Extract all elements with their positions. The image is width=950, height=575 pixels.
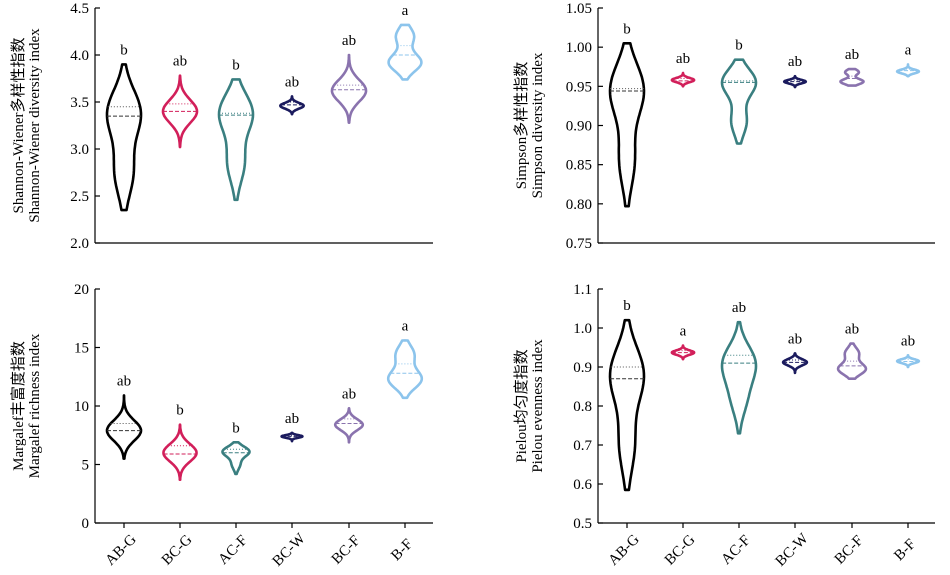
y-tick-label: 1.00 bbox=[566, 40, 592, 56]
violin-AB-G bbox=[105, 394, 143, 460]
x-tick-label: BC-G bbox=[159, 532, 196, 569]
significance-label: ab bbox=[285, 411, 299, 427]
y-tick-label: 4.0 bbox=[70, 48, 89, 64]
panel-margalef: 0 5 10 15 20 Margalef丰富度指数 Margalef richness i… bbox=[9, 282, 433, 570]
y-tick-label: 3.5 bbox=[70, 95, 89, 111]
y-tick-label: 0.95 bbox=[566, 79, 592, 95]
y-axis-label-en: Shannon-Wiener diversity index bbox=[27, 28, 43, 223]
significance-label: ab bbox=[732, 300, 746, 316]
significance-label: ab bbox=[788, 54, 802, 70]
violin-AC-F bbox=[221, 440, 251, 476]
significance-label: b bbox=[232, 57, 240, 73]
violin-BC-G bbox=[670, 344, 696, 361]
violin-BC-G bbox=[162, 423, 198, 482]
significance-label: ab bbox=[845, 322, 859, 338]
significance-label: ab bbox=[788, 331, 802, 347]
violin-AB-G bbox=[608, 318, 646, 492]
significance-label: a bbox=[402, 3, 409, 19]
y-tick-label: 5 bbox=[82, 458, 90, 474]
significance-label: ab bbox=[285, 74, 299, 90]
significance-label: ab bbox=[676, 51, 690, 67]
violin-BC-W bbox=[782, 74, 808, 89]
x-tick-label: B-F bbox=[891, 536, 919, 564]
x-tick-label: BC-G bbox=[662, 532, 699, 569]
violin-BC-G bbox=[161, 74, 199, 149]
significance-label: ab bbox=[342, 386, 356, 402]
y-tick-label: 0.9 bbox=[573, 360, 592, 376]
violin-AC-F bbox=[720, 320, 758, 435]
y-tick-label: 2.0 bbox=[70, 236, 89, 252]
violin-AB-G bbox=[608, 41, 646, 208]
significance-label: a bbox=[402, 318, 409, 334]
y-tick-label: 0.80 bbox=[566, 197, 592, 213]
y-tick-label: 15 bbox=[74, 341, 89, 357]
y-tick-label: 20 bbox=[74, 282, 89, 298]
x-tick-label: AB-G bbox=[606, 531, 643, 568]
y-tick-label: 0 bbox=[82, 516, 90, 532]
y-axis-label-en: Simpson diversity index bbox=[530, 52, 546, 198]
x-tick-label: BC-F bbox=[832, 533, 867, 568]
y-tick-label: 0.6 bbox=[573, 477, 592, 493]
violin-BC-W bbox=[781, 352, 809, 375]
panel-shannon: 2.0 2.5 3.0 3.5 4.0 4.5 Shannon-Wiener多样性指数 Sha… bbox=[10, 1, 433, 252]
significance-label: b bbox=[176, 403, 184, 419]
violin-B-F bbox=[895, 63, 921, 78]
y-tick-label: 0.85 bbox=[566, 158, 592, 174]
violin-B-F bbox=[386, 339, 424, 400]
x-tick-label: AC-F bbox=[215, 532, 250, 567]
y-tick-label: 4.5 bbox=[70, 1, 89, 17]
violin-BC-F bbox=[330, 53, 368, 124]
y-tick-label: 3.0 bbox=[70, 142, 89, 158]
significance-label: ab bbox=[117, 373, 131, 389]
violin-B-F bbox=[895, 354, 921, 369]
significance-label: a bbox=[680, 324, 687, 340]
significance-label: ab bbox=[845, 47, 859, 63]
violin-BC-W bbox=[279, 95, 305, 116]
significance-label: ab bbox=[901, 333, 915, 349]
x-tick-label: BC-W bbox=[270, 530, 310, 570]
significance-label: b bbox=[623, 21, 631, 37]
violin-BC-F bbox=[333, 407, 365, 444]
violin-AB-G bbox=[105, 63, 143, 212]
significance-label: b bbox=[232, 420, 240, 436]
x-tick-label: AB-G bbox=[103, 531, 140, 568]
y-tick-label: 0.7 bbox=[573, 438, 592, 454]
y-tick-label: 10 bbox=[74, 399, 89, 415]
significance-label: ab bbox=[342, 33, 356, 49]
y-axis-label-en: Pielou evenness index bbox=[530, 339, 546, 473]
x-tick-label: B-F bbox=[388, 536, 416, 564]
y-tick-label: 1.0 bbox=[573, 321, 592, 337]
significance-label: b bbox=[735, 38, 743, 54]
violin-BC-W bbox=[280, 431, 304, 443]
violin-BC-G bbox=[670, 71, 696, 88]
x-tick-label: BC-W bbox=[773, 530, 813, 570]
violin-B-F bbox=[387, 23, 423, 81]
significance-label: b bbox=[623, 298, 631, 314]
violin-BC-F bbox=[839, 67, 865, 87]
y-axis-label-cn: Shannon-Wiener多样性指数 bbox=[10, 37, 27, 213]
violin-AC-F bbox=[217, 78, 255, 202]
significance-label: a bbox=[905, 42, 912, 58]
violin-BC-F bbox=[836, 342, 868, 380]
panel-pielou: 0.5 0.6 0.7 0.8 0.9 1.0 1.1 Pielou均匀度指数 Pielou e… bbox=[513, 282, 935, 570]
y-axis-label-cn: Margalef丰富度指数 bbox=[9, 341, 27, 471]
y-tick-label: 0.8 bbox=[573, 399, 592, 415]
significance-label: b bbox=[120, 42, 128, 58]
violin-AC-F bbox=[720, 58, 758, 145]
y-axis-label-cn: Simpson多样性指数 bbox=[513, 62, 530, 190]
significance-label: ab bbox=[173, 54, 187, 70]
x-tick-label: BC-F bbox=[329, 533, 364, 568]
y-tick-label: 2.5 bbox=[70, 189, 89, 205]
y-tick-label: 0.90 bbox=[566, 119, 592, 135]
y-axis-label-en: Margalef richness index bbox=[27, 333, 43, 478]
y-tick-label: 1.1 bbox=[573, 282, 592, 298]
y-tick-label: 1.05 bbox=[566, 1, 592, 17]
y-tick-label: 0.5 bbox=[573, 516, 592, 532]
panel-simpson: 0.75 0.80 0.85 0.90 0.95 1.00 1.05 Simpson多样性指数… bbox=[513, 1, 935, 252]
x-tick-label: AC-F bbox=[718, 532, 753, 567]
y-tick-label: 0.75 bbox=[566, 236, 592, 252]
y-axis-label-cn: Pielou均匀度指数 bbox=[513, 349, 530, 462]
